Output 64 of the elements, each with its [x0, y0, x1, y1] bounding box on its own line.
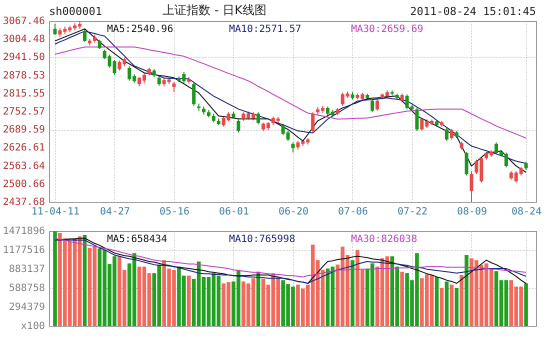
candlestick	[450, 128, 454, 140]
y-tick-label: 2500.66	[2, 178, 45, 190]
candlestick	[236, 118, 240, 133]
y-tick-label: 2941.50	[2, 52, 45, 64]
x-tick-label: 08-09	[456, 206, 488, 218]
x-tick-label: 07-06	[338, 206, 368, 218]
y-tick-label: 2752.57	[2, 106, 45, 118]
y-tick-label: 1177516	[2, 245, 45, 256]
y-tick-label: 2689.59	[2, 124, 45, 136]
text: MA10:765998	[229, 234, 296, 245]
y-tick-label: 2563.64	[2, 160, 45, 172]
y-tick-label: 883137	[8, 264, 45, 275]
y-tick-label: 2815.55	[2, 88, 45, 100]
x-tick-label: 11-04-11	[31, 206, 80, 218]
candlestick	[256, 112, 260, 125]
bar	[460, 275, 464, 326]
bar	[350, 260, 354, 326]
candlestick	[376, 98, 380, 112]
bar	[450, 284, 454, 326]
y-tick-label: 3004.48	[2, 34, 45, 46]
candlestick	[291, 142, 295, 153]
x-tick-label: 07-22	[397, 206, 428, 218]
bar	[524, 283, 528, 326]
bar	[444, 281, 449, 326]
text: sh000001	[49, 5, 102, 18]
candlestick	[192, 82, 196, 106]
y-tick-label: 3067.46	[2, 16, 45, 27]
y-tick-label: 2878.53	[2, 70, 45, 82]
text: MA30:826038	[351, 234, 418, 245]
y-tick-label: 2626.61	[2, 142, 45, 154]
candlestick	[98, 39, 102, 50]
candlestick	[370, 98, 374, 113]
y-tick-label: 588758	[8, 283, 45, 294]
y-tick-label: x100	[20, 321, 45, 332]
y-tick-label: 2437.68	[2, 197, 45, 208]
y-tick-label: 1471896	[2, 226, 45, 237]
candlestick	[470, 170, 474, 202]
x-tick-label: 06-20	[278, 206, 309, 218]
x-tick-label: 05-16	[159, 206, 190, 218]
bar	[440, 288, 444, 326]
candlestick	[157, 76, 161, 86]
text: MA10:2571.57	[229, 24, 302, 35]
bar	[434, 276, 439, 326]
text: MA30:2659.69	[351, 24, 424, 35]
candlestick	[53, 23, 57, 36]
candlestick	[82, 28, 86, 42]
bar	[186, 276, 191, 326]
series-label: MA5:658434	[107, 234, 168, 245]
x-tick-label: 08-24	[511, 206, 542, 218]
x-tick-label: 04-27	[100, 206, 130, 218]
line-series	[54, 46, 527, 139]
bar	[454, 288, 459, 326]
x-tick-label: 06-01	[218, 206, 250, 218]
candlestick	[311, 112, 315, 133]
candlestick	[172, 82, 176, 93]
text: 2011-08-24 15:01:45	[410, 5, 536, 18]
candlestick	[444, 128, 448, 142]
candlestick	[464, 151, 468, 176]
bar	[464, 255, 468, 326]
chart-title: 上证指数 - 日K线图	[162, 3, 266, 17]
bar	[400, 272, 404, 326]
series-label: MA5:2540.96	[107, 24, 174, 35]
candlestick	[415, 107, 419, 132]
y-tick-label: 294379	[8, 302, 45, 313]
